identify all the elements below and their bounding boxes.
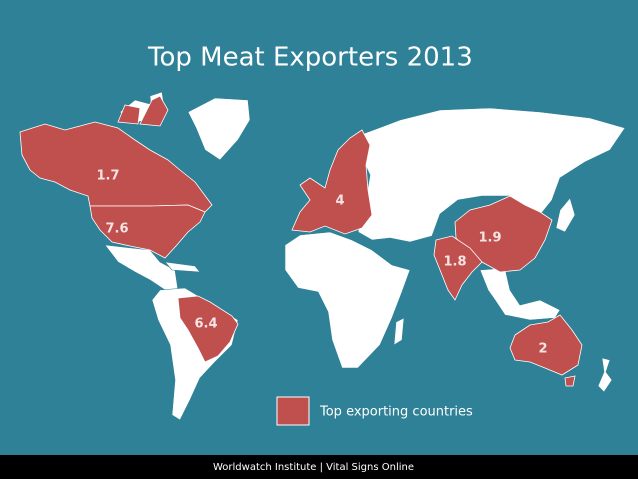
australia (509, 314, 583, 387)
legend-label: Top exporting countries (319, 405, 473, 420)
brazil (177, 295, 239, 363)
value-label: 6.4 (194, 317, 217, 332)
footer-text: Worldwatch Institute | Vital Signs Onlin… (213, 462, 414, 473)
value-labels: 1.7 7.6 6.4 4 1.9 1.8 2 (96, 169, 547, 357)
greenland (187, 97, 251, 161)
japan (555, 197, 576, 233)
value-label: 1.7 (96, 169, 119, 184)
value-label: 1.8 (443, 255, 466, 270)
southeast-asia (479, 267, 561, 321)
value-label: 7.6 (105, 222, 128, 237)
map-title: Top Meat Exporters 2013 (147, 43, 473, 73)
footer-bar (0, 455, 638, 479)
value-label: 1.9 (478, 231, 501, 246)
caribbean (164, 261, 201, 273)
value-label: 4 (335, 194, 344, 209)
new-zealand (597, 357, 613, 393)
european-union (291, 129, 373, 235)
canada (19, 95, 213, 213)
value-label: 2 (538, 342, 547, 357)
regions (19, 95, 583, 387)
africa (284, 231, 411, 369)
land (104, 91, 626, 421)
legend-swatch (276, 396, 310, 426)
madagascar (393, 317, 405, 346)
united-states (89, 204, 206, 259)
india (433, 235, 483, 301)
